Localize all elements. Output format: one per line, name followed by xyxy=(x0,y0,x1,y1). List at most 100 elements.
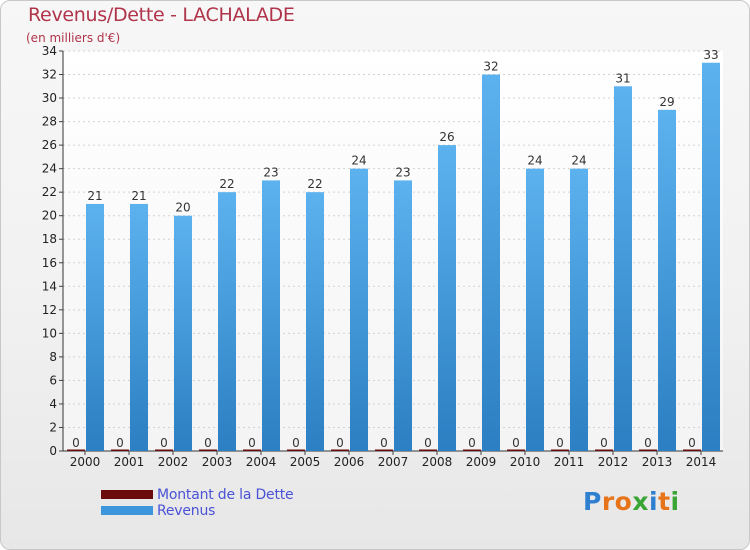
logo-letter: i xyxy=(649,487,659,516)
y-tick-label: 26 xyxy=(42,138,57,152)
bar-revenus xyxy=(306,192,324,452)
data-label-revenus: 23 xyxy=(395,165,410,179)
x-tick-label: 2005 xyxy=(290,455,321,469)
y-tick-label: 0 xyxy=(49,444,57,458)
data-label-revenus: 22 xyxy=(307,177,322,191)
data-label-revenus: 24 xyxy=(527,154,542,168)
bar-dette xyxy=(67,449,85,451)
y-tick-label: 8 xyxy=(49,350,57,364)
y-tick-label: 18 xyxy=(42,232,57,246)
bar-dette xyxy=(507,449,525,451)
y-tick-label: 12 xyxy=(42,303,57,317)
data-label-revenus: 21 xyxy=(87,189,102,203)
data-label-revenus: 33 xyxy=(703,48,718,62)
y-tick-label: 10 xyxy=(42,326,57,340)
bar-dette xyxy=(111,449,129,451)
logo-letter: x xyxy=(632,487,649,516)
data-label-dette: 0 xyxy=(556,436,564,450)
bar-dette xyxy=(551,449,569,451)
data-label-revenus: 22 xyxy=(219,177,234,191)
data-label-dette: 0 xyxy=(204,436,212,450)
bar-revenus xyxy=(570,168,588,451)
y-tick-label: 6 xyxy=(49,373,57,387)
data-label-revenus: 21 xyxy=(131,189,146,203)
x-tick-label: 2002 xyxy=(158,455,189,469)
x-tick-label: 2007 xyxy=(378,455,409,469)
y-tick-label: 24 xyxy=(42,162,57,176)
data-label-dette: 0 xyxy=(644,436,652,450)
bar-dette xyxy=(243,449,261,451)
bar-revenus xyxy=(218,192,236,452)
data-label-dette: 0 xyxy=(292,436,300,450)
data-label-dette: 0 xyxy=(336,436,344,450)
bar-revenus xyxy=(262,180,280,452)
y-tick-label: 14 xyxy=(42,279,57,293)
x-tick-label: 2013 xyxy=(642,455,673,469)
bar-revenus xyxy=(86,203,104,451)
bar-dette xyxy=(331,449,349,451)
logo-letter: i xyxy=(670,487,680,516)
data-label-dette: 0 xyxy=(512,436,520,450)
legend-swatch-dette xyxy=(101,490,153,499)
x-tick-label: 2009 xyxy=(466,455,497,469)
y-tick-label: 32 xyxy=(42,68,57,82)
bar-revenus xyxy=(702,62,720,451)
plot-area xyxy=(63,51,723,451)
data-label-dette: 0 xyxy=(116,436,124,450)
x-tick-label: 2003 xyxy=(202,455,233,469)
bar-revenus xyxy=(482,74,500,451)
bar-revenus xyxy=(350,168,368,451)
logo-letter: r xyxy=(601,487,615,516)
y-tick-label: 30 xyxy=(42,91,57,105)
x-tick-label: 2012 xyxy=(598,455,629,469)
bar-revenus xyxy=(438,145,456,451)
legend-label-revenus: Revenus xyxy=(157,503,216,519)
data-label-revenus: 32 xyxy=(483,60,498,74)
x-tick-label: 2006 xyxy=(334,455,365,469)
bar-dette xyxy=(683,449,701,451)
data-label-revenus: 20 xyxy=(175,201,190,215)
y-tick-label: 4 xyxy=(49,397,57,411)
logo-letter: P xyxy=(583,487,602,516)
data-label-revenus: 26 xyxy=(439,130,454,144)
y-tick-label: 28 xyxy=(42,115,57,129)
x-tick-label: 2001 xyxy=(114,455,145,469)
bar-dette xyxy=(155,449,173,451)
x-tick-label: 2008 xyxy=(422,455,453,469)
y-tick-label: 16 xyxy=(42,256,57,270)
x-tick-label: 2011 xyxy=(554,455,585,469)
data-label-dette: 0 xyxy=(600,436,608,450)
bar-dette xyxy=(287,449,305,451)
y-tick-label: 34 xyxy=(42,44,57,58)
x-tick-label: 2010 xyxy=(510,455,541,469)
bar-revenus xyxy=(614,86,632,451)
legend-swatch-revenus xyxy=(101,506,153,515)
data-label-dette: 0 xyxy=(424,436,432,450)
data-label-dette: 0 xyxy=(248,436,256,450)
data-label-dette: 0 xyxy=(688,436,696,450)
x-tick-label: 2000 xyxy=(70,455,101,469)
bar-dette xyxy=(639,449,657,451)
bar-revenus xyxy=(394,180,412,452)
y-tick-label: 22 xyxy=(42,185,57,199)
data-label-dette: 0 xyxy=(160,436,168,450)
x-tick-label: 2004 xyxy=(246,455,277,469)
data-label-dette: 0 xyxy=(380,436,388,450)
data-label-revenus: 24 xyxy=(571,154,586,168)
legend-label-dette: Montant de la Dette xyxy=(157,487,294,503)
x-tick-label: 2014 xyxy=(686,455,717,469)
bar-revenus xyxy=(130,203,148,451)
data-label-revenus: 24 xyxy=(351,154,366,168)
data-label-dette: 0 xyxy=(468,436,476,450)
bar-dette xyxy=(199,449,217,451)
proxiti-logo[interactable]: Proxiti xyxy=(583,487,680,516)
logo-letter: t xyxy=(658,487,671,516)
bar-revenus xyxy=(526,168,544,451)
bar-dette xyxy=(463,449,481,451)
y-tick-label: 2 xyxy=(49,420,57,434)
bar-revenus xyxy=(658,109,676,451)
bar-dette xyxy=(375,449,393,451)
data-label-revenus: 31 xyxy=(615,71,630,85)
